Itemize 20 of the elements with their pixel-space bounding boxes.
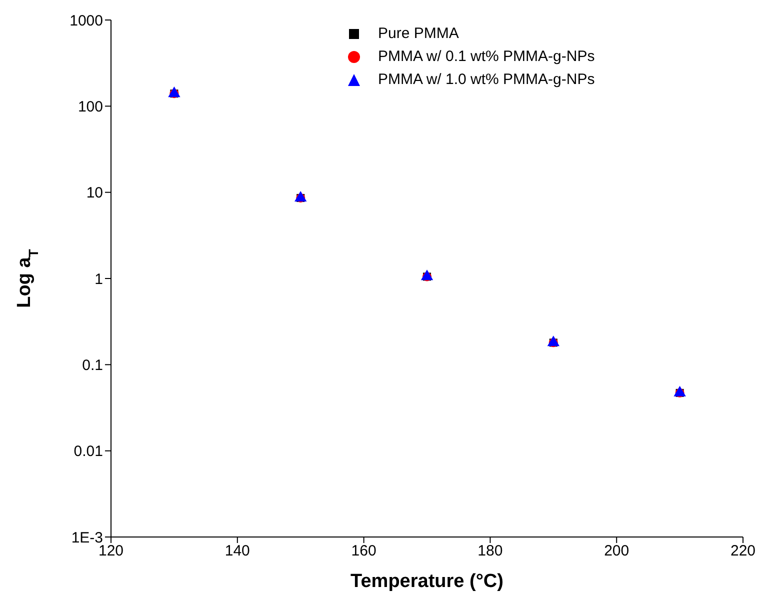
point: [168, 86, 180, 98]
point: [674, 386, 686, 396]
x-axis-title: Temperature (°C): [350, 571, 504, 592]
y-tick-label: 1000: [70, 12, 103, 30]
point: [294, 190, 307, 202]
x-tick-label: 220: [730, 542, 756, 560]
y-tick-label: 0.01: [74, 443, 103, 460]
y-tick-label: 10: [86, 184, 103, 202]
legend-label: Pure PMMA: [378, 24, 459, 44]
x-tick-label: 140: [224, 542, 250, 560]
y-tick-label: 0.1: [82, 356, 103, 374]
x-tick-label: 200: [604, 542, 630, 560]
point: [547, 336, 560, 346]
point: [420, 270, 434, 280]
x-tick-label: 180: [478, 542, 503, 560]
legend-label: PMMA w/ 0.1 wt% PMMA-g-NPs: [378, 47, 595, 67]
legend-label: PMMA w/ 1.0 wt% PMMA-g-NPs: [378, 70, 595, 90]
y-tick-label: 100: [78, 98, 103, 116]
x-tick-label: 160: [351, 542, 376, 560]
y-tick-label: 1: [94, 270, 103, 288]
